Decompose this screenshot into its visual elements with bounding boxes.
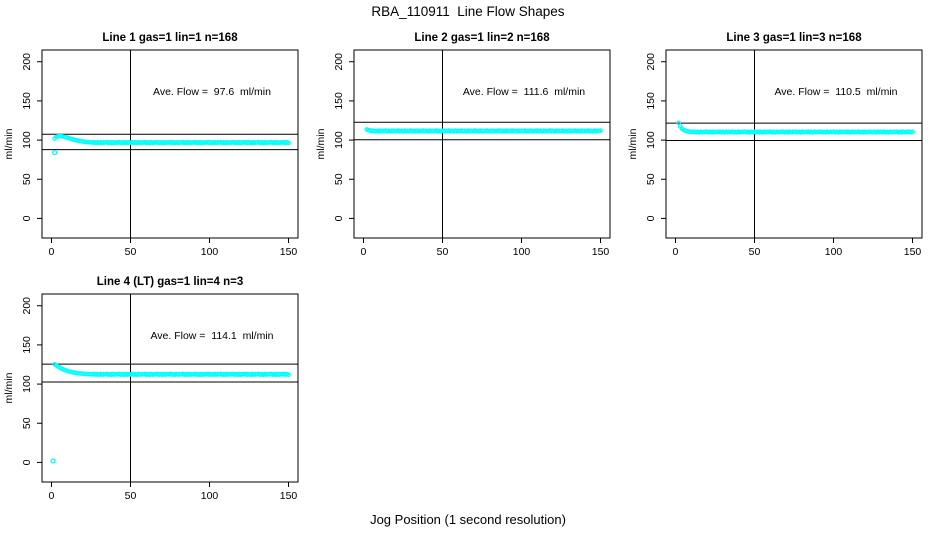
data-point (910, 129, 915, 135)
outlier-point (50, 458, 56, 464)
ave-flow-annotation: Ave. Flow = 111.6 ml/min (462, 86, 586, 98)
x-tick-label: 150 (592, 246, 610, 258)
ave-flow-annotation: Ave. Flow = 97.6 ml/min (153, 86, 271, 98)
outlier-point (51, 149, 58, 156)
y-tick-label: 50 (645, 173, 657, 185)
x-tick-label: 150 (280, 246, 298, 258)
subplot-title: Line 1 gas=1 lin=1 n=168 (102, 32, 238, 44)
y-tick-label: 100 (21, 131, 33, 149)
x-tick-label: 100 (201, 490, 219, 502)
ave-flow-annotation: Ave. Flow = 110.5 ml/min (774, 86, 898, 98)
subplot-title: Line 4 (LT) gas=1 lin=4 n=3 (96, 276, 244, 288)
subplot-line3: 0 50 100 150 0 50 100 150 200 ml/min Line 3 gas=1… (624, 28, 936, 272)
data-point (598, 128, 603, 133)
y-tick-label: 100 (333, 131, 345, 149)
y-tick-label: 200 (21, 53, 33, 71)
plot-frame (665, 49, 923, 239)
subplot-line4-canvas: 0 50 100 150 0 50 100 150 200 ml/min (3, 293, 299, 502)
y-tick-label: 200 (333, 53, 345, 71)
y-axis-label: ml/min (3, 128, 15, 159)
x-tick-label: 0 (361, 246, 367, 258)
subplot-line2-canvas: 0 50 100 150 0 50 100 150 200 ml/min (315, 49, 611, 258)
plot-frame (41, 49, 299, 239)
page-title: RBA_110911 Line Flow Shapes (371, 4, 565, 19)
plot-grid: 0 50 100 150 0 50 100 150 200 ml/min Line 1 gas=1… (0, 28, 936, 516)
x-tick-label: 150 (904, 246, 922, 258)
subplot-title: Line 2 gas=1 lin=2 n=168 (414, 32, 550, 44)
y-tick-label: 0 (21, 215, 33, 221)
y-tick-label: 150 (645, 92, 657, 110)
data-points (50, 362, 291, 464)
x-tick-label: 0 (49, 246, 55, 258)
y-tick-label: 0 (333, 215, 345, 221)
y-tick-label: 200 (645, 53, 657, 71)
y-tick-label: 100 (21, 375, 33, 393)
data-point (286, 140, 291, 146)
x-tick-label: 100 (513, 246, 531, 258)
subplot-title: Line 3 gas=1 lin=3 n=168 (726, 32, 862, 44)
subplot-line1: 0 50 100 150 0 50 100 150 200 ml/min Line 1 gas=1… (0, 28, 312, 272)
y-tick-label: 200 (21, 297, 33, 315)
y-tick-label: 150 (21, 92, 33, 110)
y-tick-label: 0 (21, 459, 33, 465)
data-points (364, 127, 603, 134)
y-tick-label: 150 (21, 336, 33, 354)
y-tick-label: 50 (333, 173, 345, 185)
y-axis-label: ml/min (627, 128, 639, 159)
x-tick-label: 100 (825, 246, 843, 258)
x-tick-label: 150 (280, 490, 298, 502)
x-tick-label: 50 (125, 490, 137, 502)
x-tick-label: 100 (201, 246, 219, 258)
subplot-line2: 0 50 100 150 0 50 100 150 200 ml/min Line 2 gas=1… (312, 28, 624, 272)
data-point (676, 120, 681, 126)
y-axis-label: ml/min (3, 372, 15, 403)
data-points (51, 133, 291, 156)
x-tick-label: 50 (437, 246, 449, 258)
y-tick-label: 50 (21, 173, 33, 185)
plot-frame (353, 49, 611, 239)
subplot-line4: 0 50 100 150 0 50 100 150 200 ml/min Line 4 (LT) … (0, 272, 312, 516)
ave-flow-annotation: Ave. Flow = 114.1 ml/min (150, 330, 274, 342)
subplot-line3-canvas: 0 50 100 150 0 50 100 150 200 ml/min (627, 49, 923, 258)
y-tick-label: 50 (21, 417, 33, 429)
y-tick-label: 150 (333, 92, 345, 110)
data-point (286, 372, 291, 378)
x-tick-label: 50 (125, 246, 137, 258)
y-tick-label: 100 (645, 131, 657, 149)
y-axis-label: ml/min (315, 128, 327, 159)
y-tick-label: 0 (645, 215, 657, 221)
x-tick-label: 50 (749, 246, 761, 258)
x-tick-label: 0 (673, 246, 679, 258)
subplot-line1-canvas: 0 50 100 150 0 50 100 150 200 ml/min (3, 49, 299, 258)
data-points (676, 120, 915, 135)
x-tick-label: 0 (49, 490, 55, 502)
plot-frame (41, 293, 299, 483)
x-axis-global-label: Jog Position (1 second resolution) (370, 512, 566, 527)
